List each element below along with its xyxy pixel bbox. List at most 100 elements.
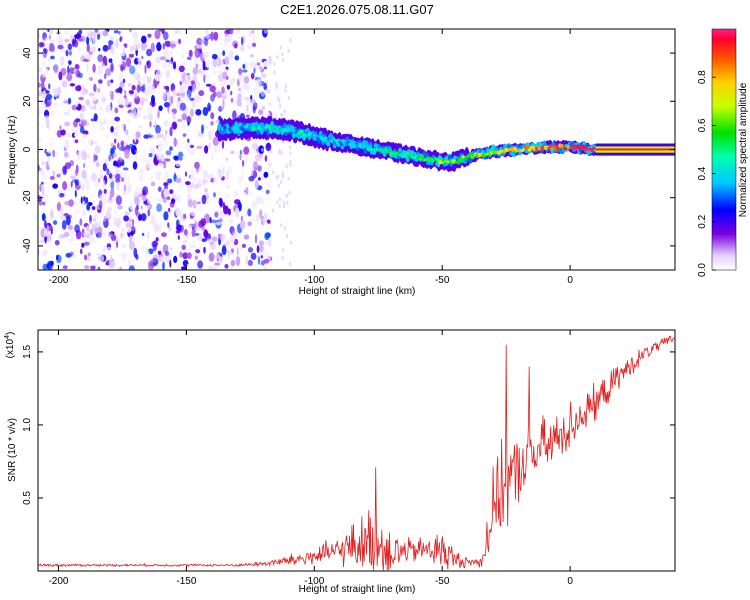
noise-blob	[241, 243, 247, 248]
noise-blob	[202, 171, 208, 178]
noise-blob	[224, 263, 229, 269]
noise-blob	[117, 98, 121, 105]
noise-blob	[222, 50, 226, 56]
colorbar-tick-label: 0.4	[697, 166, 708, 180]
noise-blob	[228, 235, 235, 244]
colorbar-tick-label: 0.2	[697, 214, 708, 228]
noise-blob	[171, 121, 178, 130]
spectrogram-y-ticks: -40 -20 0 20 40	[22, 47, 675, 253]
signal-core	[420, 154, 424, 159]
noise-blob	[184, 171, 188, 177]
noise-blob	[46, 200, 49, 204]
noise-blob	[229, 50, 234, 59]
noise-blob	[165, 69, 171, 79]
noise-blob	[67, 225, 74, 230]
spectrogram-image	[38, 29, 675, 270]
noise-blob	[279, 180, 283, 185]
noise-blob	[68, 187, 73, 191]
noise-blob	[136, 84, 141, 93]
noise-blob	[285, 193, 288, 198]
noise-blob	[103, 245, 107, 251]
noise-blob	[115, 237, 120, 243]
signal-core	[568, 147, 573, 150]
noise-blob	[176, 118, 183, 123]
noise-blob	[108, 58, 113, 63]
noise-blob	[63, 111, 69, 116]
noise-blob	[169, 111, 174, 116]
noise-blob	[235, 207, 240, 218]
noise-blob	[52, 149, 56, 158]
noise-blob	[128, 53, 135, 58]
noise-blob	[153, 222, 160, 233]
noise-blob	[228, 79, 235, 86]
noise-blob	[47, 29, 50, 33]
noise-blob	[150, 215, 156, 225]
noise-blob	[67, 43, 73, 51]
snr-scale-prefix: (x10	[5, 338, 16, 358]
noise-blob	[221, 59, 224, 67]
noise-blob	[263, 248, 268, 259]
noise-blob	[169, 146, 173, 151]
noise-blob	[94, 227, 99, 235]
noise-blob	[74, 33, 82, 39]
noise-blob	[52, 170, 56, 177]
noise-blob	[278, 197, 282, 202]
noise-blob	[183, 79, 189, 89]
noise-blob	[98, 169, 105, 177]
noise-blob	[265, 189, 270, 195]
noise-blob	[62, 265, 68, 270]
noise-blob	[122, 167, 129, 171]
noise-blob	[139, 159, 142, 164]
noise-blob	[190, 169, 194, 175]
noise-blob	[278, 204, 281, 209]
noise-blob	[242, 63, 246, 69]
noise-blob	[186, 263, 190, 270]
noise-blob	[249, 216, 256, 224]
noise-blob	[143, 134, 150, 139]
noise-blob	[168, 252, 172, 260]
noise-blob	[134, 72, 138, 81]
noise-blob	[183, 240, 188, 244]
noise-blob	[156, 203, 163, 212]
noise-blob	[254, 179, 259, 189]
noise-blob	[107, 44, 112, 50]
noise-blob	[84, 265, 90, 269]
noise-blob	[135, 131, 141, 139]
noise-blob	[123, 215, 129, 222]
noise-blob	[86, 36, 90, 45]
noise-blob	[190, 212, 195, 216]
noise-blob	[268, 238, 272, 248]
signal-core	[559, 143, 564, 148]
noise-blob	[62, 165, 67, 175]
noise-blob	[148, 153, 153, 158]
noise-blob	[119, 36, 122, 43]
noise-blob	[42, 249, 48, 257]
noise-blob	[97, 221, 102, 226]
x-tick-label: -200	[48, 576, 68, 587]
noise-blob	[94, 104, 97, 111]
noise-blob	[247, 221, 252, 227]
noise-blob	[45, 68, 49, 76]
noise-blob	[179, 102, 186, 111]
snr-scale-factor: (x104)	[4, 332, 16, 359]
noise-blob	[56, 254, 59, 260]
noise-blob	[263, 241, 269, 246]
signal-core	[513, 146, 517, 151]
noise-blob	[201, 238, 207, 243]
noise-blob	[49, 29, 54, 35]
noise-blob	[119, 170, 124, 176]
noise-blob	[142, 189, 146, 197]
noise-blob	[245, 187, 249, 195]
signal-core	[294, 129, 299, 133]
noise-blob	[286, 200, 289, 205]
snr-x-ticks: -200 -150 -100 -50 0	[48, 330, 573, 587]
noise-blob	[282, 57, 285, 62]
noise-blob	[219, 214, 225, 218]
noise-blob	[185, 181, 191, 186]
noise-blob	[258, 153, 264, 158]
noise-blob	[163, 49, 170, 59]
noise-blob	[114, 116, 120, 122]
noise-blob	[245, 255, 249, 265]
noise-blob	[64, 138, 70, 149]
noise-blob	[143, 97, 148, 102]
